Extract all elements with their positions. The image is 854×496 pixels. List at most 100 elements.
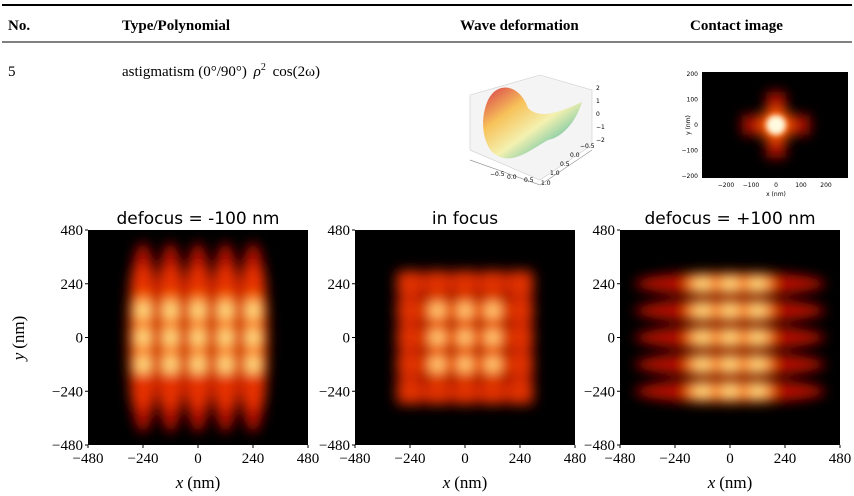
core	[431, 331, 444, 344]
glow	[507, 378, 533, 405]
core	[459, 331, 471, 344]
core	[459, 358, 471, 371]
glow	[424, 270, 451, 297]
x-tick-label: 480	[829, 451, 852, 467]
x-label-unit: (nm)	[187, 473, 220, 492]
glow	[132, 265, 154, 302]
x-tick-label: 0	[726, 451, 734, 467]
x-tick-label: −480	[73, 451, 104, 467]
core	[766, 115, 786, 135]
y-tick-label: 0.0	[570, 152, 580, 159]
core	[192, 328, 204, 347]
core	[486, 331, 499, 344]
y-tick-label: 200	[687, 71, 699, 78]
y-tick-label: −240	[52, 384, 83, 400]
core	[137, 328, 149, 347]
core	[486, 304, 499, 317]
header: Contact image	[690, 18, 783, 34]
row-number: 5	[8, 64, 16, 80]
y-tick-label: 0	[608, 331, 616, 347]
core	[431, 304, 444, 317]
y-tick-label: 240	[328, 277, 351, 293]
y-tick-label: 0	[694, 122, 698, 129]
y-tick-label: 0	[343, 331, 351, 347]
type: astigmatism (0°/90°)	[122, 64, 247, 80]
y-tick-label: 240	[61, 277, 84, 293]
core	[137, 301, 149, 320]
x-label-var: x	[175, 473, 184, 492]
y-tick-label: −480	[319, 438, 350, 454]
glow	[187, 265, 209, 302]
core	[692, 278, 713, 289]
core	[747, 386, 768, 397]
heatmap	[635, 271, 825, 404]
glow	[397, 270, 423, 297]
core	[720, 278, 740, 289]
glow	[159, 373, 182, 410]
core	[747, 359, 768, 370]
y-tick-label: −200	[682, 173, 699, 180]
core	[247, 328, 259, 347]
x-axis-label: x (nm)	[707, 473, 753, 492]
x-tick-label: −0.5	[490, 171, 505, 178]
heatmap-blur	[635, 271, 825, 404]
y-tick-label: 1.0	[550, 170, 560, 177]
glow	[397, 378, 423, 405]
x-tick-label: 0	[194, 451, 202, 467]
y-tick-label: −240	[584, 384, 615, 400]
heatmap-blur	[127, 242, 269, 433]
z-tick-label: −2	[596, 137, 605, 144]
x-tick-label: 480	[297, 451, 320, 467]
core	[192, 355, 204, 374]
x-axis-label: x (nm)	[175, 473, 221, 492]
x-axis-label: x (nm)	[442, 473, 488, 492]
surface	[483, 87, 582, 159]
y-tick-label: 0	[76, 331, 84, 347]
glow	[214, 373, 237, 410]
core	[164, 301, 177, 320]
heatmap	[396, 270, 534, 405]
x-tick-label: 240	[242, 451, 265, 467]
core	[219, 328, 232, 347]
glow	[452, 270, 478, 297]
y-tick-label: 100	[687, 97, 699, 104]
glow	[242, 373, 264, 410]
x-tick-label: 200	[820, 182, 832, 189]
glow	[507, 270, 533, 297]
x-tick-label: 0.5	[524, 177, 534, 184]
contact-plot	[702, 72, 848, 178]
x-label-unit: (nm)	[454, 473, 487, 492]
core	[486, 358, 499, 371]
panel-title: in focus	[432, 209, 498, 229]
y-tick-label: 480	[61, 223, 84, 239]
poly-base: ρ	[253, 64, 261, 80]
core	[164, 355, 177, 374]
core	[720, 359, 740, 370]
core	[692, 332, 713, 343]
x-label-var: x	[707, 473, 716, 492]
poly-rest: cos(2ω)	[273, 64, 320, 80]
y-tick-label: 480	[328, 223, 351, 239]
x-label-var: x	[442, 473, 451, 492]
x-axis-label: x (nm)	[766, 191, 786, 198]
x-tick-label: −480	[605, 451, 636, 467]
y-label-var: y	[9, 352, 28, 362]
core	[247, 301, 259, 320]
poly-exponent: 2	[261, 62, 266, 73]
z-tick-label: 2	[596, 85, 600, 92]
core	[219, 301, 232, 320]
header: Wave deformation	[460, 18, 579, 34]
y-tick-label: −240	[319, 384, 350, 400]
y-axis-label: y (nm)	[9, 316, 28, 363]
glow	[424, 378, 451, 405]
glow	[507, 324, 533, 351]
x-tick-label: 0	[461, 451, 469, 467]
glow	[479, 378, 506, 405]
core	[692, 359, 713, 370]
core	[747, 305, 768, 316]
core	[431, 358, 444, 371]
z-tick-label: −1	[596, 124, 605, 131]
y-tick-label: −480	[52, 438, 83, 454]
